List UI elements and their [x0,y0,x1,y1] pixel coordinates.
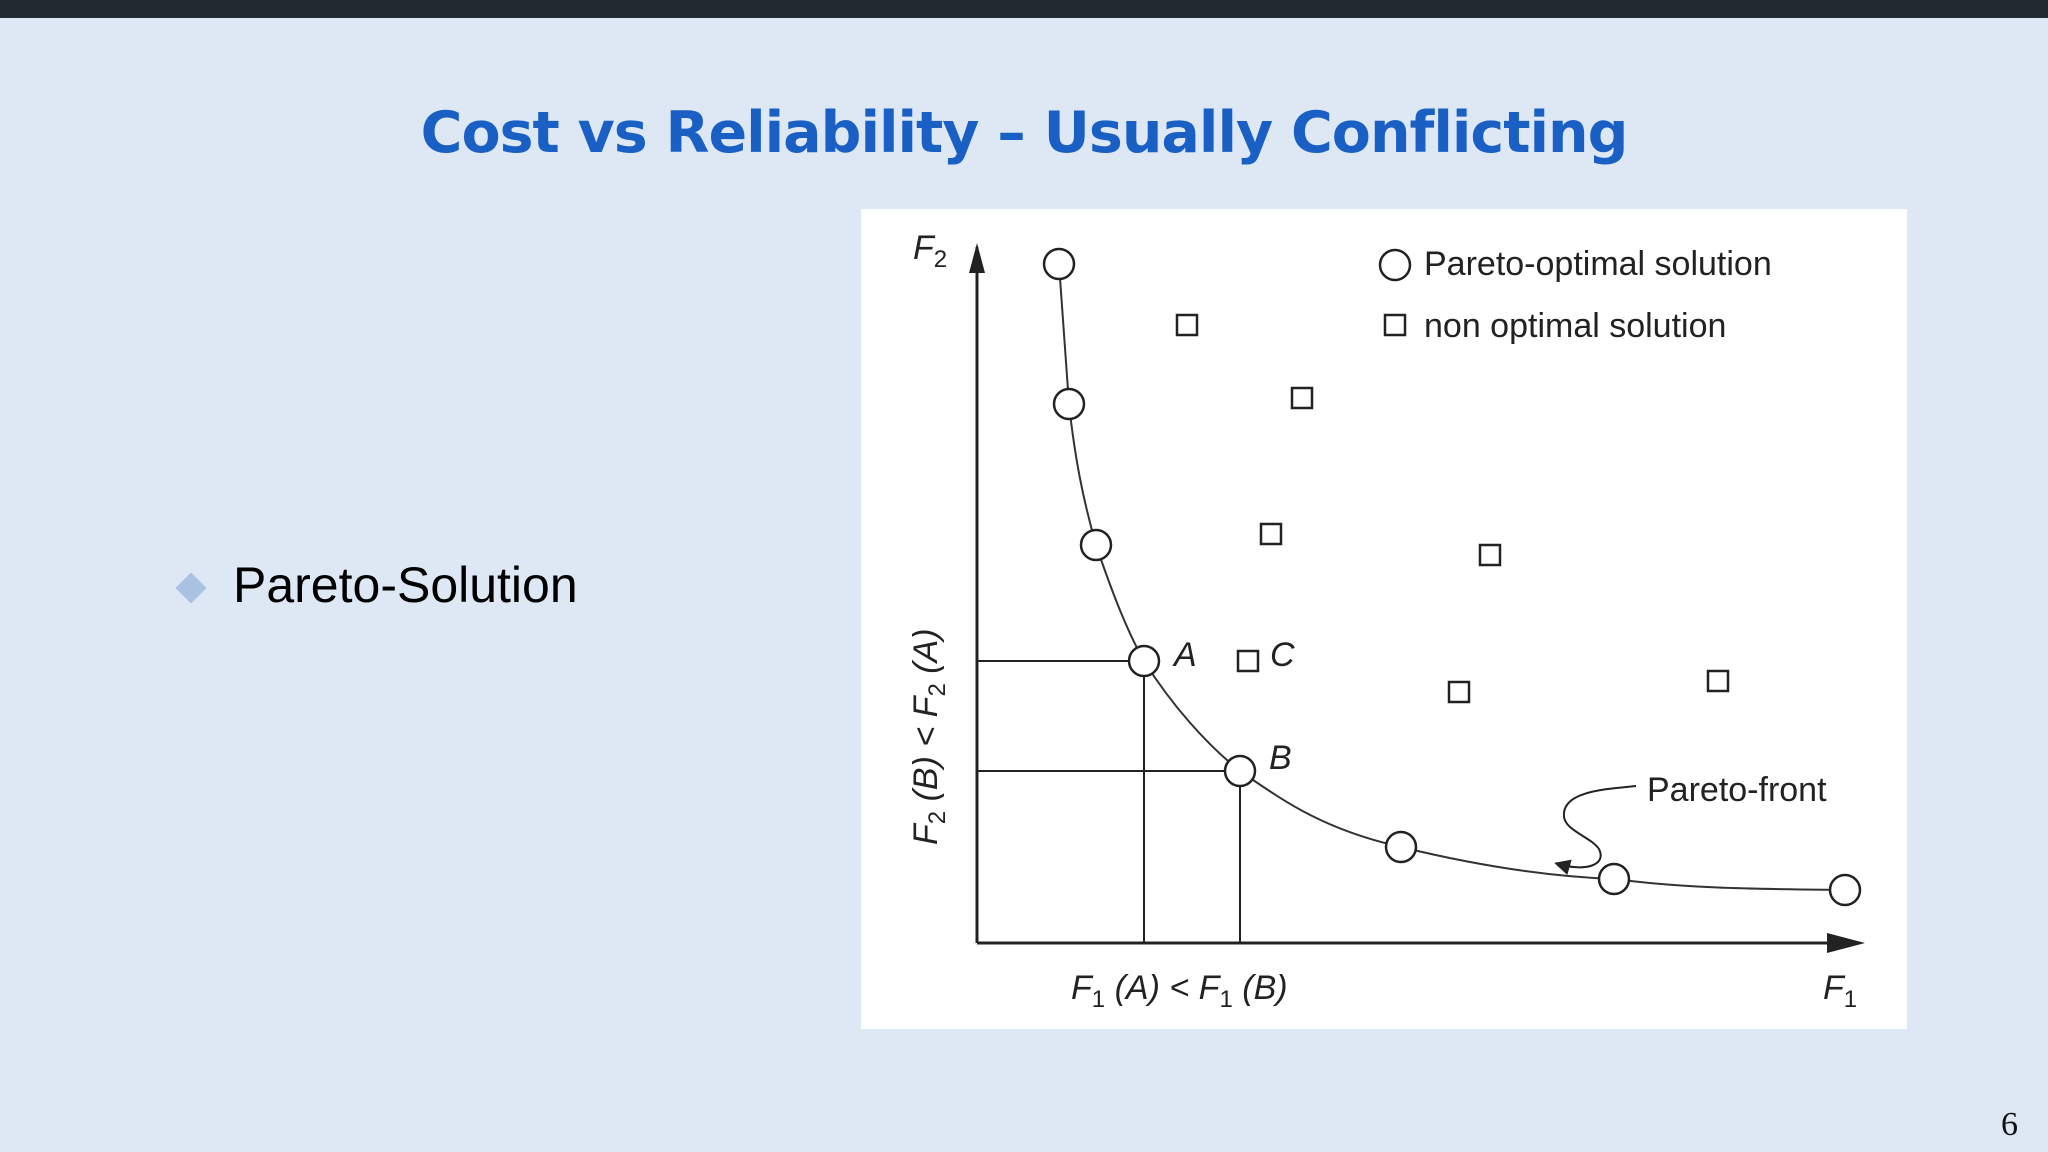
bullet-text: Pareto-Solution [233,557,578,613]
pareto-front-label: Pareto-front [1647,771,1827,809]
top-bar [0,0,2048,18]
point-c-label: C [1270,636,1295,674]
point-b-label: B [1269,739,1292,777]
non-optimal-point [1259,522,1283,546]
y-axis-arrow-icon [969,243,985,273]
pareto-point [1384,830,1418,864]
x-axis-arrow-icon [1827,933,1865,953]
pareto-point [1597,862,1631,896]
non-optimal-point [1175,313,1199,337]
non-optimal-point [1706,669,1730,693]
non-optimal-point [1478,543,1502,567]
non-optimal-point [1290,386,1314,410]
non-optimal-point-c [1236,649,1260,673]
point-a-label: A [1172,636,1197,674]
non-optimal-point [1447,680,1471,704]
pareto-point [1079,528,1113,562]
pareto-diagram: Pareto-optimal solution non optimal solu… [861,209,1907,1029]
legend-pareto-label: Pareto-optimal solution [1424,245,1772,283]
legend-circle-icon [1378,248,1412,282]
pareto-point-b [1223,754,1257,788]
x-axis-label: F1 [1823,969,1857,1013]
pareto-diagram-svg: Pareto-optimal solution non optimal solu… [907,229,1865,1013]
pareto-point [1052,387,1086,421]
legend-square-icon [1383,313,1407,337]
y-compare-label: F2 (B) < F2 (A) [907,628,951,845]
legend-nonopt-label: non optimal solution [1424,307,1726,345]
pareto-front-pointer [1554,785,1637,875]
x-compare-label: F1 (A) < F1 (B) [1071,969,1288,1013]
page-number: 6 [2001,1106,2018,1143]
pareto-point-a [1127,644,1161,678]
pareto-point [1042,247,1076,281]
slide-title: Cost vs Reliability – Usually Conflictin… [420,100,1629,166]
y-axis-label: F2 [913,229,947,273]
pareto-point [1828,873,1862,907]
bullet-diamond-icon [175,572,207,604]
